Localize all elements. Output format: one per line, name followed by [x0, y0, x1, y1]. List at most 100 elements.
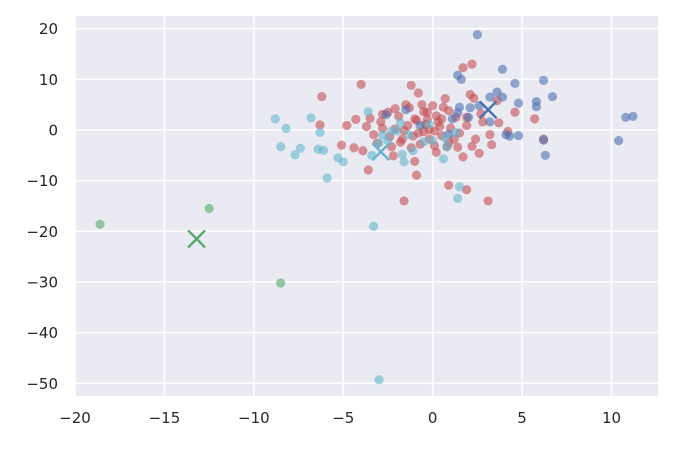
data-point [469, 93, 479, 103]
data-point [463, 112, 474, 122]
data-point [342, 120, 352, 131]
data-point [306, 113, 316, 123]
data-point [447, 114, 457, 124]
data-point [322, 173, 332, 183]
data-point [358, 146, 368, 156]
data-point [404, 129, 415, 140]
data-point [497, 64, 508, 74]
data-point [419, 137, 429, 147]
data-point [390, 104, 400, 114]
plot-area [75, 16, 658, 396]
data-point [295, 143, 305, 153]
data-point [530, 114, 540, 124]
data-point [395, 118, 406, 128]
data-point [538, 75, 549, 85]
data-point [510, 78, 520, 88]
data-point [313, 144, 323, 154]
data-point [349, 143, 359, 153]
data-point [317, 91, 327, 102]
data-point [410, 114, 420, 124]
data-point [374, 138, 384, 148]
data-point [399, 157, 409, 167]
data-point [363, 107, 373, 117]
data-point [470, 134, 481, 144]
data-point [458, 63, 468, 73]
cluster-green-points [95, 203, 286, 288]
data-point [424, 119, 434, 130]
data-point [419, 107, 429, 117]
data-point [410, 156, 420, 167]
data-point [95, 219, 105, 229]
data-point [513, 130, 524, 141]
y-tick-label: −50 [26, 375, 58, 393]
x-tick-label: −10 [238, 409, 270, 427]
y-tick-label: −40 [26, 324, 58, 342]
data-point [276, 278, 286, 288]
x-tick-label: −5 [332, 409, 354, 427]
data-point [338, 157, 348, 167]
x-tick-label: 0 [428, 409, 438, 427]
data-point [547, 91, 558, 102]
data-point [454, 182, 465, 192]
data-point [442, 142, 452, 152]
data-point [451, 127, 461, 138]
centroid-green-x-icon [187, 229, 206, 249]
data-point [467, 141, 477, 151]
data-point [428, 136, 438, 146]
data-point [377, 123, 388, 134]
data-point [540, 150, 550, 160]
data-point [628, 111, 638, 121]
data-point [388, 151, 398, 161]
data-point [290, 150, 300, 160]
data-point [356, 79, 366, 89]
data-point [474, 148, 484, 158]
data-point [408, 146, 418, 156]
data-point [494, 118, 504, 128]
data-point [374, 375, 384, 385]
data-point [483, 196, 493, 206]
data-point [444, 106, 454, 116]
grid-lines [74, 16, 658, 396]
y-axis-ticks: 20 10 0 −10 −20 −30 −40 −50 [26, 20, 58, 393]
data-point [462, 185, 472, 195]
y-tick-label: 20 [39, 20, 58, 38]
data-point [270, 114, 280, 124]
data-point [456, 74, 466, 84]
data-point [417, 100, 427, 110]
cluster-cyan-points [270, 107, 465, 385]
data-point [438, 154, 448, 164]
data-point [462, 120, 472, 131]
x-axis-ticks: −20 −15 −10 −5 0 5 10 [59, 409, 621, 427]
y-tick-label: 0 [48, 122, 58, 140]
data-point [415, 120, 425, 131]
data-point [440, 93, 450, 104]
data-point [204, 203, 214, 214]
data-point [444, 180, 454, 190]
data-point [453, 108, 463, 118]
data-point [336, 140, 347, 150]
data-point [510, 107, 520, 117]
data-point [513, 98, 524, 108]
centroid-cyan-x-icon [371, 142, 391, 162]
data-point [401, 105, 411, 115]
data-point [392, 126, 402, 136]
data-point [437, 114, 447, 124]
data-point [413, 88, 423, 98]
x-tick-label: 10 [602, 409, 621, 427]
data-point [369, 221, 379, 231]
data-point [363, 165, 373, 175]
data-point [413, 128, 423, 138]
data-point [531, 102, 541, 112]
data-point [485, 92, 495, 102]
data-point [485, 117, 495, 127]
data-point [315, 120, 325, 130]
data-point [281, 123, 291, 134]
x-tick-label: −15 [149, 409, 181, 427]
data-point [497, 92, 508, 102]
data-point [440, 133, 450, 143]
data-point [361, 121, 372, 132]
data-point [538, 135, 549, 145]
data-point [487, 140, 497, 150]
